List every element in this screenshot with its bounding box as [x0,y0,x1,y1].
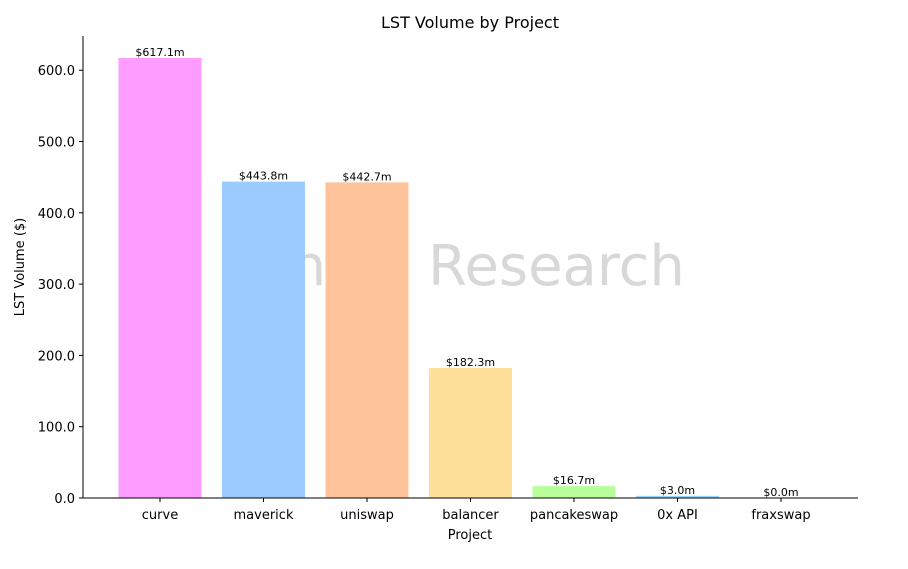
x-tick-label: balancer [442,508,499,523]
y-tick-label: 600.0 [38,64,75,79]
bar-0x-api [636,495,719,498]
y-tick-label: 500.0 [38,136,75,151]
x-tick-label: pancakeswap [530,508,618,523]
bar-balancer [429,368,512,498]
chart-title: LST Volume by Project [381,13,559,32]
x-tick-label: 0x API [657,508,698,523]
x-tick-label: fraxswap [751,508,810,523]
data-label: $3.0m [660,484,695,497]
watermark: Shoal Research [255,234,685,299]
x-tick-label: uniswap [340,508,394,523]
x-tick-label: maverick [234,508,294,523]
y-tick-label: 100.0 [38,421,75,436]
bar-curve [118,58,202,499]
data-label: $443.8m [239,170,288,183]
bars-layer [118,58,719,499]
y-tick-label: 200.0 [38,349,75,364]
data-label: $617.1m [135,46,184,59]
y-ticks-layer: 0.0 100.0 200.0 300.0 400.0 500.0 600.0 [38,64,83,507]
data-label: $182.3m [446,356,495,369]
bar-maverick [222,181,305,498]
data-label: $0.0m [763,486,798,499]
data-label: $16.7m [553,474,595,487]
x-ticks-layer: curve maverick uniswap balancer pancakeswap 0… [142,498,811,523]
bar-pancakeswap [532,486,616,498]
y-axis-title: LST Volume ($) [13,218,28,316]
x-tick-label: curve [142,508,178,523]
x-axis-title: Project [448,528,492,543]
y-tick-label: 400.0 [38,207,75,222]
data-label: $442.7m [342,170,391,183]
bar-uniswap [325,182,409,499]
data-labels-layer: $617.1m $443.8m $442.7m $182.3m $16.7m $3.0m $… [135,46,798,499]
y-tick-label: 300.0 [38,278,75,293]
y-tick-label: 0.0 [54,492,75,507]
